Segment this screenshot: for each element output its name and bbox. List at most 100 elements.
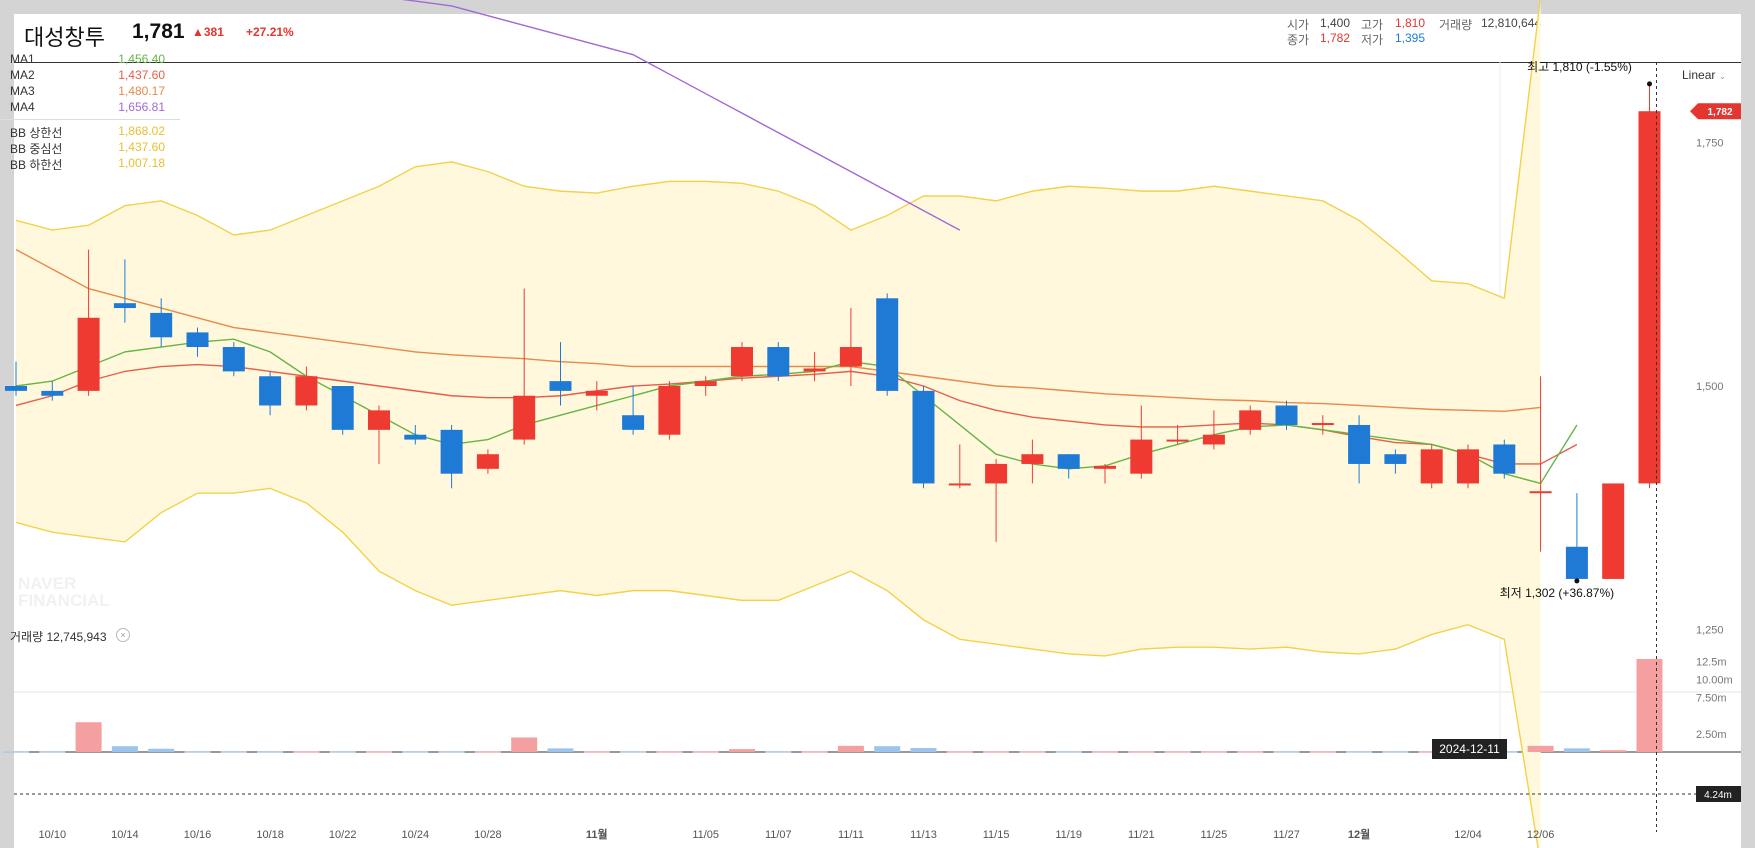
low-annotation: 최저 1,302 (+36.87%)	[1500, 586, 1614, 600]
volume-bar	[39, 751, 66, 753]
volume-bar	[583, 751, 610, 753]
volume-panel-label: 거래량 12,745,943	[10, 628, 107, 645]
candle	[585, 381, 608, 411]
date-tick-label: 11/05	[692, 829, 719, 841]
date-tick-label: 11/19	[1055, 829, 1082, 841]
candle	[222, 342, 245, 377]
volume-bar	[910, 748, 937, 752]
legend-ma4[interactable]: MA4 1,656.81	[0, 100, 165, 116]
volume-bar	[474, 751, 501, 753]
close-value: 1,782	[1320, 31, 1351, 45]
price-tick-label: 1,250	[1696, 625, 1724, 637]
candle	[150, 298, 173, 348]
candle	[113, 259, 136, 323]
watermark-line: NAVER	[18, 574, 77, 593]
volume-crosshair-tag	[1696, 786, 1741, 802]
candle-body	[77, 317, 100, 391]
date-tick-label: 10/24	[402, 829, 430, 841]
candle	[295, 366, 318, 411]
candle	[622, 386, 645, 435]
volume-bar	[1346, 751, 1373, 753]
price-tick-label: 1,750	[1696, 137, 1724, 149]
candle-body	[1311, 423, 1334, 426]
volume-bar	[438, 751, 465, 753]
candle-body	[5, 386, 27, 391]
date-tick-label: 10/14	[111, 829, 139, 841]
ma1-line	[15, 338, 1578, 485]
volume-bar	[111, 746, 138, 752]
volume-bar	[3, 751, 29, 753]
candle	[5, 361, 27, 396]
legend-value: 1,437.60	[118, 140, 165, 154]
volume-bar	[1600, 750, 1627, 752]
candle-body	[1420, 449, 1443, 484]
candle	[803, 351, 826, 382]
candle	[1384, 449, 1407, 474]
volume-bar	[946, 751, 973, 753]
date-tick-label: 12/06	[1527, 829, 1555, 841]
close-icon[interactable]: ×	[116, 628, 130, 642]
legend-name: MA1	[10, 52, 35, 66]
date-tick-label: 10/28	[474, 829, 502, 841]
candle-body	[1202, 434, 1225, 445]
date-tick-label: 11/15	[983, 829, 1010, 841]
candle	[513, 288, 536, 445]
candle-body	[186, 332, 209, 348]
candle	[1275, 400, 1298, 430]
candle	[1638, 83, 1661, 489]
candle-body	[1021, 454, 1044, 464]
volume-bar	[729, 749, 755, 752]
legend-divider	[0, 119, 180, 120]
price-tick-label: 1,500	[1696, 381, 1724, 393]
candle	[368, 405, 390, 464]
candle-body	[404, 434, 427, 440]
stock-name: 대성창투	[24, 25, 105, 50]
candle-body	[1275, 405, 1298, 425]
candle-body	[549, 381, 572, 391]
candle	[440, 424, 463, 489]
legend-bb-upper[interactable]: BB 상한선 1,868.02	[0, 124, 165, 140]
legend-ma1[interactable]: MA1 1,456.40	[0, 52, 165, 68]
scale-mode-dropdown[interactable]: Linear ⌄	[1682, 68, 1726, 82]
volume-tick-label: 7.50m	[1696, 693, 1727, 705]
date-tick-label: 10/18	[256, 829, 284, 841]
candle-body	[1529, 491, 1552, 494]
legend-bb-middle[interactable]: BB 중심선 1,437.60	[0, 140, 165, 156]
date-tick-label: 10/10	[39, 829, 67, 841]
volume-panel-value: 12,745,943	[46, 630, 107, 644]
legend-bb-lower[interactable]: BB 하한선 1,007.18	[0, 156, 165, 172]
candle-body	[440, 429, 463, 474]
candle	[1529, 376, 1552, 552]
candle-body	[658, 386, 681, 435]
candle-body	[259, 376, 282, 406]
legend-ma3[interactable]: MA3 1,480.17	[0, 84, 165, 100]
candle	[1130, 405, 1153, 479]
candle	[658, 381, 681, 440]
volume-bar	[1273, 751, 1300, 753]
volume-label: 거래량	[1439, 18, 1473, 32]
candle	[1565, 493, 1588, 579]
volume-bar	[148, 748, 175, 752]
legend-ma2[interactable]: MA2 1,437.60	[0, 68, 165, 84]
volume-tick-label: 12.5m	[1696, 656, 1727, 668]
low-value: 1,395	[1395, 31, 1426, 45]
candle-body	[731, 347, 753, 377]
volume-bar	[801, 751, 828, 753]
candle-body	[985, 463, 1008, 484]
legend-name: MA4	[10, 100, 35, 114]
volume-bar	[1563, 748, 1590, 752]
open-value: 1,400	[1320, 16, 1351, 30]
candle-body	[622, 415, 645, 430]
volume-bar	[293, 751, 320, 753]
candle-body	[1493, 444, 1516, 474]
candle	[259, 371, 282, 416]
date-tick-label: 12/04	[1454, 829, 1482, 841]
candle-body	[694, 381, 717, 386]
legend-value: 1,437.60	[118, 68, 165, 82]
price-change: ▲381	[192, 25, 224, 39]
candle	[876, 293, 899, 396]
candle	[912, 386, 935, 489]
volume-bar	[257, 751, 284, 753]
stock-header: 대성창투 1,781 ▲381 +27.21% 시가 1,400 고가 1,81…	[14, 14, 1741, 63]
